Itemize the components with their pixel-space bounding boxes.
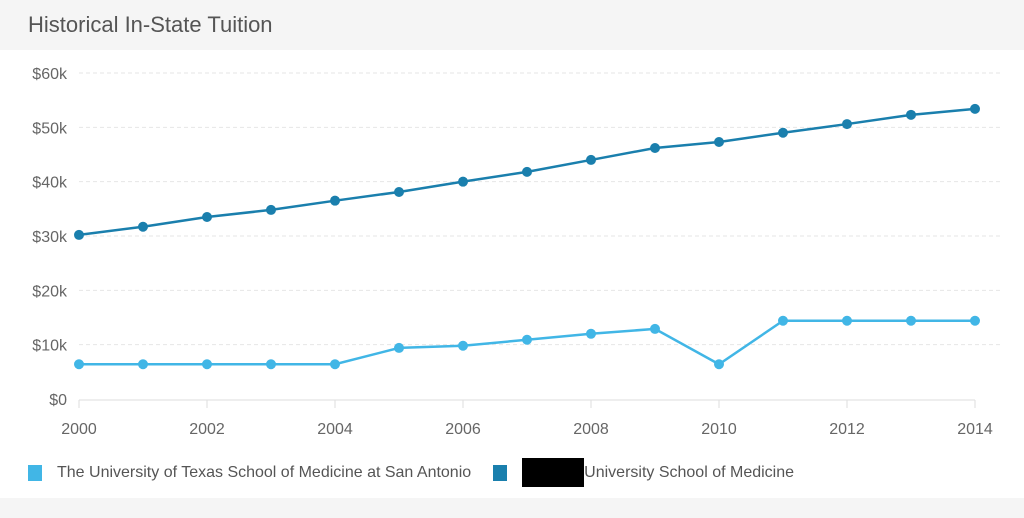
- legend-swatch: [493, 464, 508, 481]
- x-tick-label: 2000: [61, 421, 97, 438]
- x-tick-label: 2008: [573, 421, 609, 438]
- x-tick-label: 2006: [445, 421, 481, 438]
- data-point: [906, 315, 916, 326]
- x-tick-label: 2002: [189, 421, 225, 438]
- data-point: [202, 211, 212, 222]
- y-tick-label: $60k: [32, 66, 68, 83]
- data-point: [650, 142, 660, 153]
- data-point: [586, 328, 596, 339]
- data-point: [74, 359, 84, 370]
- data-point: [778, 315, 788, 326]
- x-tick-label: 2010: [701, 421, 737, 438]
- x-tick-label: 2014: [957, 421, 993, 438]
- data-point: [714, 137, 724, 148]
- data-point: [74, 229, 84, 240]
- data-point: [330, 359, 340, 370]
- data-point: [266, 204, 276, 215]
- chart-title: Historical In-State Tuition: [28, 12, 273, 37]
- data-point: [842, 119, 852, 130]
- legend-item-2[interactable]: University School of Medicine: [493, 458, 794, 487]
- data-point: [586, 154, 596, 165]
- chart-card: [0, 50, 1024, 498]
- legend-label: The University of Texas School of Medici…: [57, 463, 472, 481]
- data-point: [330, 195, 340, 206]
- data-point: [138, 221, 148, 232]
- data-point: [458, 176, 468, 187]
- data-point: [394, 186, 404, 197]
- y-tick-label: $50k: [32, 120, 68, 137]
- data-point: [522, 334, 532, 345]
- data-point: [394, 342, 404, 353]
- data-point: [458, 340, 468, 351]
- x-tick-label: 2012: [829, 421, 865, 438]
- data-point: [650, 323, 660, 334]
- redaction-box: [522, 458, 585, 487]
- y-tick-label: $40k: [32, 175, 68, 192]
- data-point: [714, 359, 724, 370]
- data-point: [778, 127, 788, 138]
- data-point: [138, 359, 148, 370]
- legend-swatch: [28, 464, 42, 481]
- x-tick-label: 2004: [317, 421, 353, 438]
- y-tick-label: $30k: [32, 229, 68, 246]
- data-point: [906, 109, 916, 120]
- data-point: [266, 359, 276, 370]
- data-point: [202, 359, 212, 370]
- data-point: [970, 103, 980, 114]
- y-tick-label: $20k: [32, 283, 68, 300]
- y-tick-label: $10k: [32, 338, 68, 355]
- legend-item-1[interactable]: The University of Texas School of Medici…: [28, 464, 471, 482]
- data-point: [842, 315, 852, 326]
- legend: The University of Texas School of Medici…: [28, 458, 816, 487]
- data-point: [970, 315, 980, 326]
- data-point: [522, 166, 532, 177]
- y-tick-label: $0: [49, 392, 67, 409]
- legend-label: University School of Medicine: [584, 463, 795, 481]
